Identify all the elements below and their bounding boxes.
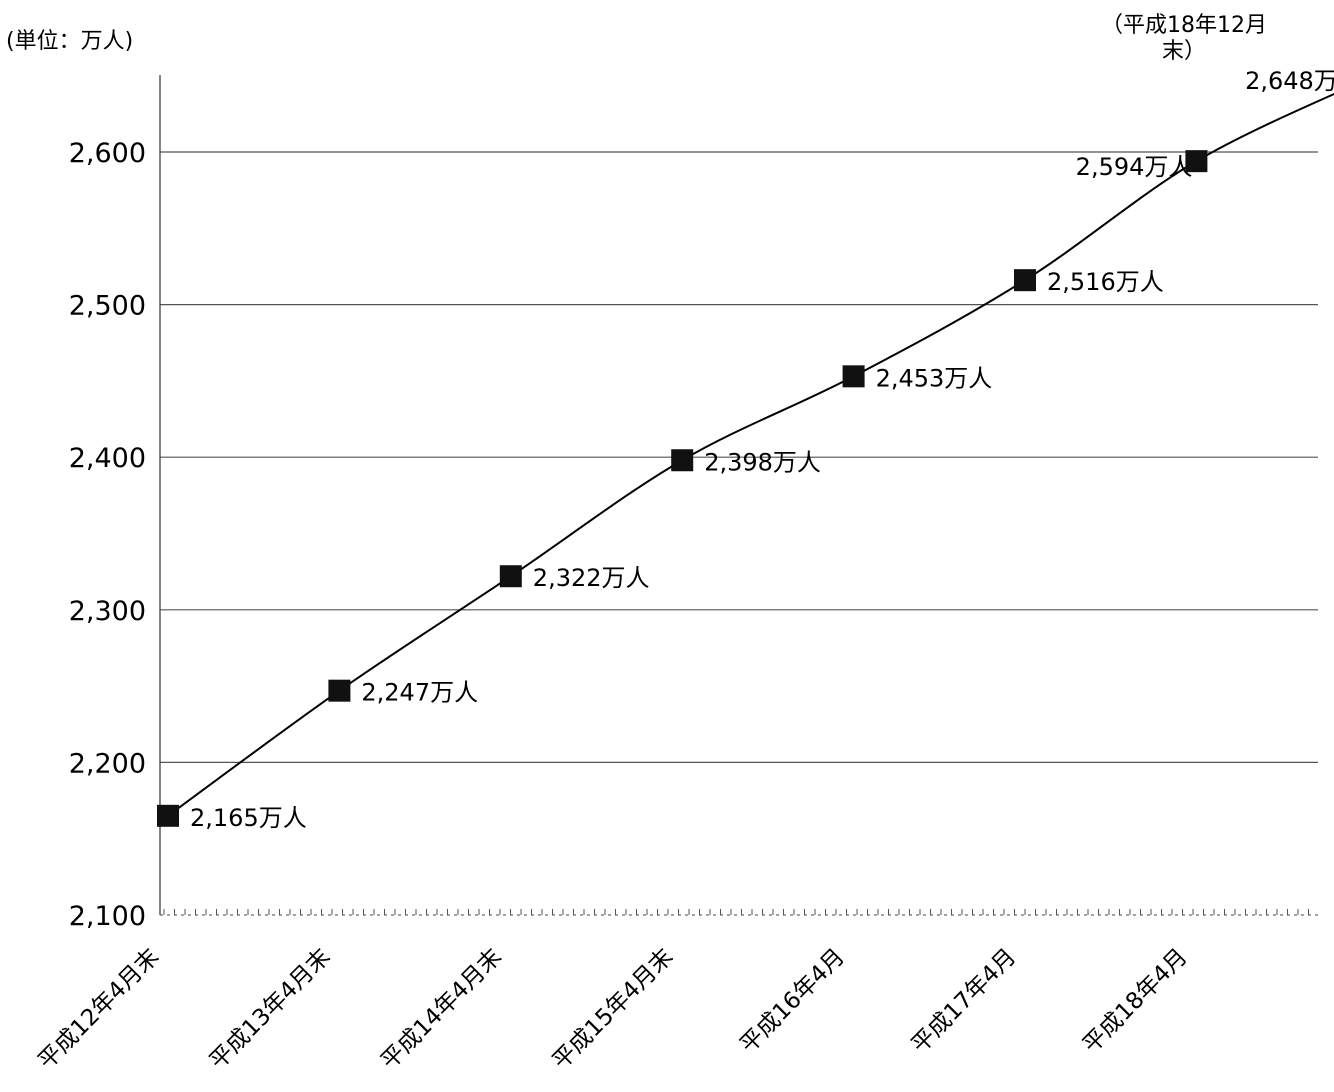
x-tick-label: 平成18年4月 xyxy=(1078,944,1192,1058)
grid-lines xyxy=(160,151,1318,764)
data-label: 2,594万人 xyxy=(1076,153,1193,181)
data-label: 2,453万人 xyxy=(876,364,993,392)
y-tick-label: 2,600 xyxy=(69,138,146,169)
data-marker xyxy=(499,565,522,588)
data-label: 2,398万人 xyxy=(704,448,821,476)
data-marker xyxy=(1185,150,1208,173)
data-markers xyxy=(157,150,1208,827)
y-tick-label: 2,200 xyxy=(69,748,146,779)
x-tick-label: 平成14年4月末 xyxy=(376,944,507,1075)
last-point-note-line-2: 末） xyxy=(1162,39,1206,64)
data-marker xyxy=(671,449,694,472)
data-marker xyxy=(328,679,351,702)
y-tick-label: 2,500 xyxy=(69,291,146,322)
data-labels: 2,165万人 2,247万人 2,322万人 2,398万人 2,453万人 2,516… xyxy=(190,67,1334,832)
series-line xyxy=(167,92,1334,817)
x-tick-label: 平成15年4月末 xyxy=(548,944,679,1075)
y-tick-label: 2,100 xyxy=(69,901,146,932)
data-label: 2,322万人 xyxy=(533,564,650,592)
x-tick-label: 平成13年4月末 xyxy=(205,944,336,1075)
last-point-note-line-1: （平成18年12月 xyxy=(1101,13,1267,38)
data-marker xyxy=(1014,269,1036,292)
data-label: 2,247万人 xyxy=(361,679,478,707)
last-point-note: （平成18年12月 末） xyxy=(1101,13,1267,64)
y-tick-labels: 2,100 2,200 2,300 2,400 2,500 2,600 xyxy=(69,138,146,932)
data-label: 2,165万人 xyxy=(190,804,307,832)
data-label: 2,516万人 xyxy=(1047,268,1164,296)
y-tick-label: 2,400 xyxy=(69,443,146,474)
axes xyxy=(159,75,1318,916)
x-tick-label: 平成17年4月 xyxy=(907,944,1021,1058)
x-tick-label: 平成12年4月末 xyxy=(33,944,164,1075)
x-tick-label: 平成16年4月 xyxy=(735,944,849,1058)
y-tick-label: 2,300 xyxy=(69,596,146,627)
data-label: 2,648万人 xyxy=(1245,67,1334,95)
data-marker xyxy=(842,365,865,388)
unit-label: (単位：万人) xyxy=(6,29,133,54)
x-tick-labels: 平成12年4月末 平成13年4月末 平成14年4月末 平成15年4月末 平成16年4月平… xyxy=(33,944,1192,1075)
data-marker xyxy=(157,804,179,827)
series-path xyxy=(167,92,1334,817)
